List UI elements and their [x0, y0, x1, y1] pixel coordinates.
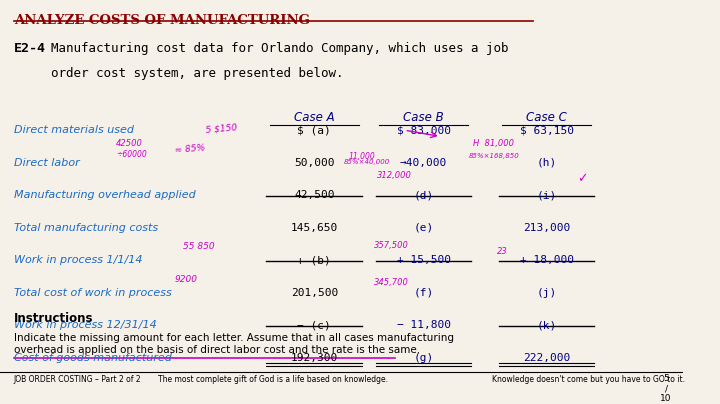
- Text: 5 $150: 5 $150: [205, 123, 238, 135]
- Text: 42,500: 42,500: [294, 190, 335, 200]
- Text: 50,000: 50,000: [294, 158, 335, 168]
- Text: 345,700: 345,700: [374, 278, 409, 287]
- Text: Manufacturing cost data for Orlando Company, which uses a job: Manufacturing cost data for Orlando Comp…: [51, 42, 509, 55]
- Text: Work in process 12/31/14: Work in process 12/31/14: [14, 320, 156, 330]
- Text: (j): (j): [536, 288, 557, 298]
- Text: 213,000: 213,000: [523, 223, 570, 233]
- Text: + 15,500: + 15,500: [397, 255, 451, 265]
- Text: (k): (k): [536, 320, 557, 330]
- Text: Direct materials used: Direct materials used: [14, 125, 134, 135]
- Text: 312,000: 312,000: [377, 170, 412, 180]
- Text: $ 63,150: $ 63,150: [520, 125, 574, 135]
- Text: Indicate the missing amount for each letter. Assume that in all cases manufactur: Indicate the missing amount for each let…: [14, 333, 454, 355]
- Text: Manufacturing overhead applied: Manufacturing overhead applied: [14, 190, 195, 200]
- Text: + (b): + (b): [297, 255, 331, 265]
- Text: − 11,800: − 11,800: [397, 320, 451, 330]
- Text: ≈ 85%: ≈ 85%: [174, 144, 205, 155]
- Text: 23: 23: [498, 247, 508, 256]
- Text: 222,000: 222,000: [523, 353, 570, 363]
- Text: Case B: Case B: [403, 111, 444, 124]
- Text: ANALYZE COSTS OF MANUFACTURING: ANALYZE COSTS OF MANUFACTURING: [14, 14, 310, 27]
- Text: 85%×168,850: 85%×168,850: [469, 153, 519, 159]
- Text: + 18,000: + 18,000: [520, 255, 574, 265]
- Text: 192,300: 192,300: [291, 353, 338, 363]
- Text: Direct labor: Direct labor: [14, 158, 79, 168]
- Text: Cost of goods manufactured: Cost of goods manufactured: [14, 353, 171, 363]
- Text: (d): (d): [413, 190, 433, 200]
- Text: E2-4: E2-4: [14, 42, 45, 55]
- Text: (f): (f): [413, 288, 433, 298]
- Text: $ (a): $ (a): [297, 125, 331, 135]
- Text: H  81,000: H 81,000: [474, 139, 515, 148]
- Text: (g): (g): [413, 353, 433, 363]
- Text: The most complete gift of God is a life based on knowledge.: The most complete gift of God is a life …: [158, 375, 388, 384]
- Text: (i): (i): [536, 190, 557, 200]
- Text: →40,000: →40,000: [400, 158, 447, 168]
- Text: ✓: ✓: [577, 172, 588, 185]
- Text: 357,500: 357,500: [374, 241, 409, 250]
- Text: Case A: Case A: [294, 111, 335, 124]
- Text: 11,000: 11,000: [348, 152, 375, 161]
- Text: JOB ORDER COSTING – Part 2 of 2: JOB ORDER COSTING – Part 2 of 2: [14, 375, 141, 384]
- Text: 42500: 42500: [116, 139, 143, 148]
- Text: Instructions: Instructions: [14, 311, 93, 324]
- Text: order cost system, are presented below.: order cost system, are presented below.: [51, 67, 343, 80]
- Text: 9200: 9200: [174, 275, 197, 284]
- Text: 145,650: 145,650: [291, 223, 338, 233]
- Text: (e): (e): [413, 223, 433, 233]
- Text: 55 850: 55 850: [183, 242, 215, 251]
- Text: 5: 5: [663, 374, 669, 383]
- Text: 85%×40,000: 85%×40,000: [343, 159, 390, 165]
- Text: Total manufacturing costs: Total manufacturing costs: [14, 223, 158, 233]
- Text: 201,500: 201,500: [291, 288, 338, 298]
- Text: Knowledge doesn't come but you have to GO to it.: Knowledge doesn't come but you have to G…: [492, 375, 685, 384]
- Text: /: /: [665, 384, 667, 393]
- Text: (h): (h): [536, 158, 557, 168]
- Text: Case C: Case C: [526, 111, 567, 124]
- Text: ÷60000: ÷60000: [116, 150, 147, 159]
- Text: $ 83,000: $ 83,000: [397, 125, 451, 135]
- Text: − (c): − (c): [297, 320, 331, 330]
- Text: 10: 10: [660, 394, 672, 404]
- Text: Work in process 1/1/14: Work in process 1/1/14: [14, 255, 142, 265]
- Text: Total cost of work in process: Total cost of work in process: [14, 288, 171, 298]
